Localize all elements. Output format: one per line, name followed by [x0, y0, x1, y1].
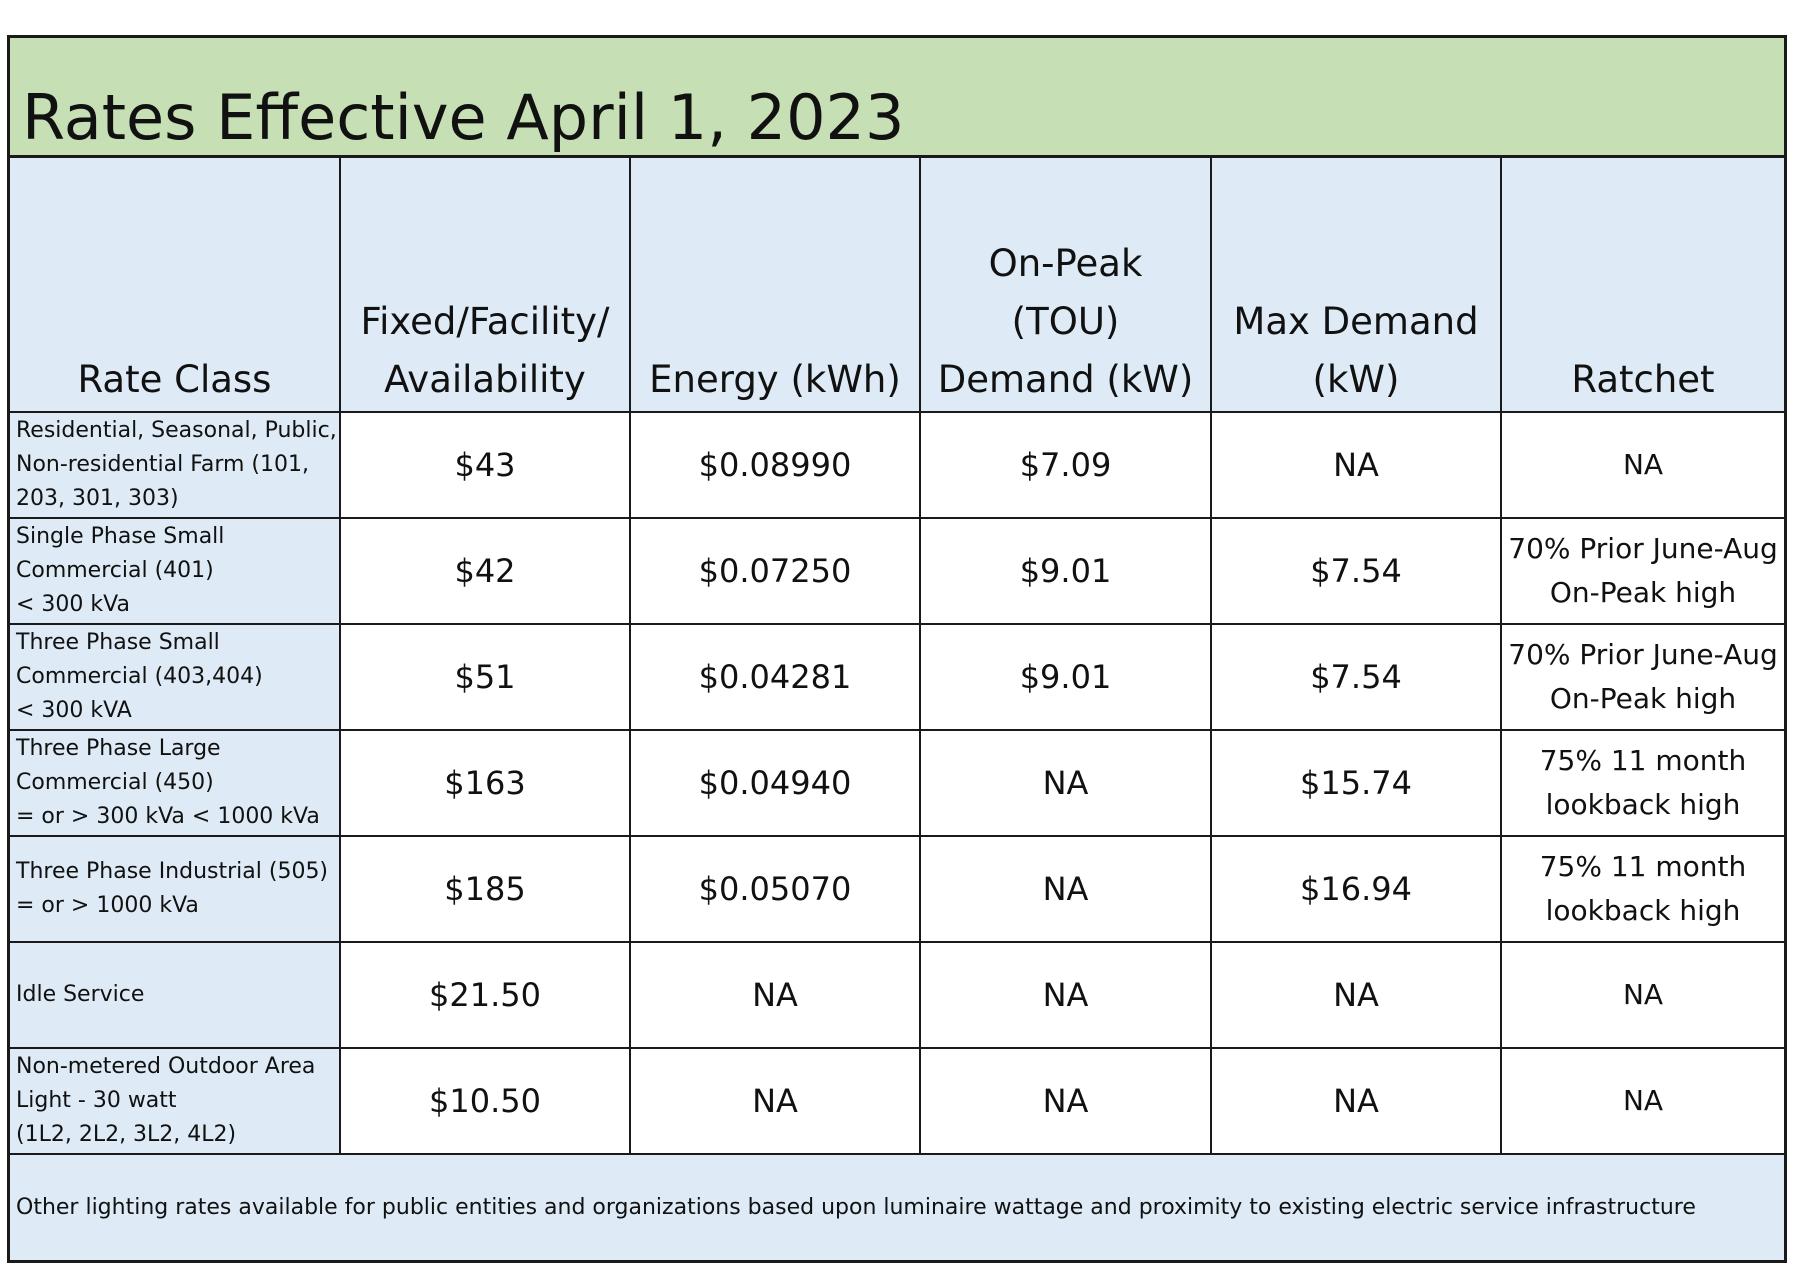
rate-class-cell: Idle Service: [10, 941, 341, 1049]
on-peak-cell: NA: [919, 835, 1212, 943]
energy-cell: $0.07250: [629, 517, 921, 625]
ratchet-cell: 70% Prior June-Aug On-Peak high: [1500, 623, 1784, 731]
rates-document: Rates Effective April 1, 2023 Rate Class…: [7, 35, 1787, 1263]
header-ratchet: Ratchet: [1500, 158, 1784, 413]
on-peak-cell: $9.01: [919, 517, 1212, 625]
max-demand-cell: NA: [1210, 941, 1502, 1049]
page-title: Rates Effective April 1, 2023: [22, 81, 905, 154]
rate-class-cell: Non-metered Outdoor Area Light - 30 watt…: [10, 1047, 341, 1155]
ratchet-cell: NA: [1500, 1047, 1784, 1155]
energy-cell: $0.04940: [629, 729, 921, 837]
fixed-cell: $42: [339, 517, 631, 625]
rate-class-cell: Three Phase Small Commercial (403,404) <…: [10, 623, 341, 731]
on-peak-cell: NA: [919, 941, 1212, 1049]
header-on-peak-demand: On-Peak (TOU) Demand (kW): [919, 158, 1212, 413]
footnote-row: Other lighting rates available for publi…: [10, 1153, 1784, 1260]
energy-cell: $0.04281: [629, 623, 921, 731]
ratchet-cell: NA: [1500, 411, 1784, 519]
table-row: Non-metered Outdoor Area Light - 30 watt…: [10, 1047, 1784, 1155]
table-row: Three Phase Industrial (505) = or > 1000…: [10, 835, 1784, 943]
rate-class-cell: Three Phase Large Commercial (450) = or …: [10, 729, 341, 837]
max-demand-cell: $7.54: [1210, 623, 1502, 731]
max-demand-cell: NA: [1210, 411, 1502, 519]
header-max-demand: Max Demand (kW): [1210, 158, 1502, 413]
on-peak-cell: $9.01: [919, 623, 1212, 731]
header-rate-class: Rate Class: [10, 158, 341, 413]
max-demand-cell: $15.74: [1210, 729, 1502, 837]
table-row: Three Phase Small Commercial (403,404) <…: [10, 623, 1784, 731]
on-peak-cell: NA: [919, 1047, 1212, 1155]
on-peak-cell: $7.09: [919, 411, 1212, 519]
fixed-cell: $185: [339, 835, 631, 943]
max-demand-cell: $7.54: [1210, 517, 1502, 625]
rate-class-cell: Three Phase Industrial (505) = or > 1000…: [10, 835, 341, 943]
fixed-cell: $10.50: [339, 1047, 631, 1155]
ratchet-cell: 70% Prior June-Aug On-Peak high: [1500, 517, 1784, 625]
ratchet-cell: 75% 11 month lookback high: [1500, 729, 1784, 837]
table-row: Residential, Seasonal, Public, Non-resid…: [10, 411, 1784, 519]
table-row: Three Phase Large Commercial (450) = or …: [10, 729, 1784, 837]
rates-table: Rate Class Fixed/Facility/ Availability …: [10, 158, 1784, 1260]
table-row: Idle Service $21.50 NA NA NA NA: [10, 941, 1784, 1049]
fixed-cell: $51: [339, 623, 631, 731]
fixed-cell: $21.50: [339, 941, 631, 1049]
energy-cell: NA: [629, 941, 921, 1049]
on-peak-cell: NA: [919, 729, 1212, 837]
rate-class-cell: Single Phase Small Commercial (401) < 30…: [10, 517, 341, 625]
rate-class-cell: Residential, Seasonal, Public, Non-resid…: [10, 411, 341, 519]
title-bar: Rates Effective April 1, 2023: [10, 38, 1784, 158]
footnote-text: Other lighting rates available for publi…: [10, 1153, 1784, 1260]
fixed-cell: $43: [339, 411, 631, 519]
energy-cell: NA: [629, 1047, 921, 1155]
ratchet-cell: NA: [1500, 941, 1784, 1049]
max-demand-cell: $16.94: [1210, 835, 1502, 943]
energy-cell: $0.05070: [629, 835, 921, 943]
energy-cell: $0.08990: [629, 411, 921, 519]
table-row: Single Phase Small Commercial (401) < 30…: [10, 517, 1784, 625]
header-fixed-facility-availability: Fixed/Facility/ Availability: [339, 158, 631, 413]
fixed-cell: $163: [339, 729, 631, 837]
header-row: Rate Class Fixed/Facility/ Availability …: [10, 158, 1784, 413]
header-energy: Energy (kWh): [629, 158, 921, 413]
ratchet-cell: 75% 11 month lookback high: [1500, 835, 1784, 943]
max-demand-cell: NA: [1210, 1047, 1502, 1155]
